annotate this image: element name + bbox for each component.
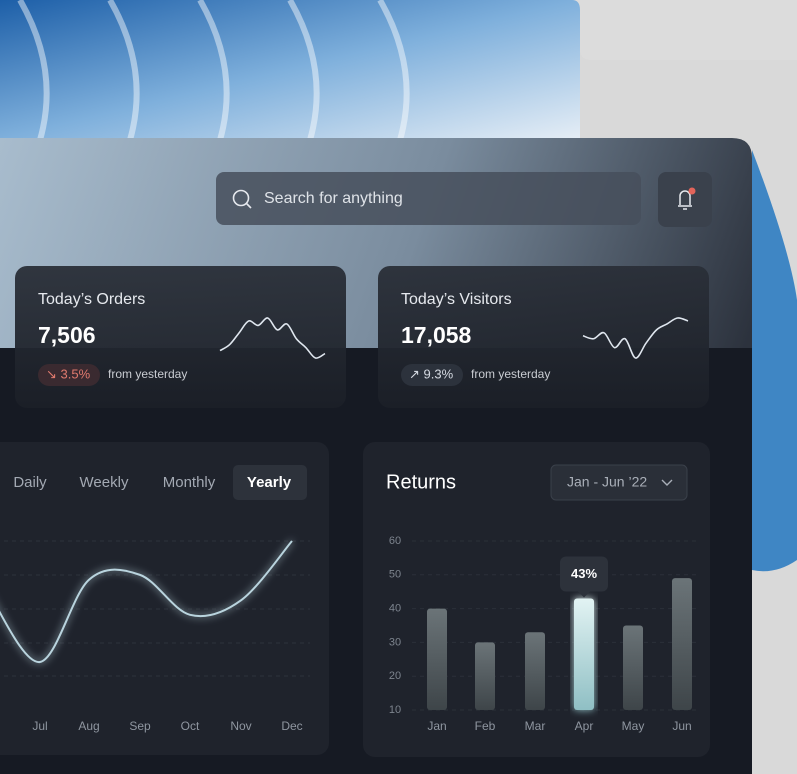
period-tab[interactable]: Monthly (163, 474, 216, 491)
search-icon (232, 189, 250, 207)
x-tick-label: Sep (129, 719, 151, 733)
bar (672, 578, 692, 710)
search-bar[interactable] (216, 172, 641, 225)
change-note: from yesterday (471, 367, 550, 381)
y-tick-label: 40 (389, 603, 401, 615)
notification-dot (688, 187, 696, 195)
tooltip-pointer (578, 591, 590, 598)
photo-edge (752, 150, 797, 572)
bar (475, 642, 495, 710)
x-tick-label: Dec (281, 719, 302, 733)
search-icon (245, 202, 252, 209)
photo (0, 0, 580, 140)
change-pill (401, 364, 463, 386)
search-placeholder: Search for anything (264, 190, 403, 207)
x-tick-label: Feb (475, 719, 496, 733)
change-pill (38, 364, 100, 386)
photo-stripes (17, 0, 410, 141)
y-tick-label: 30 (389, 636, 401, 648)
period-tab[interactable]: Weekly (80, 474, 129, 491)
x-tick-label: Jun (672, 719, 691, 733)
change-note: from yesterday (108, 367, 187, 381)
change-value: ↘ 3.5% (46, 366, 91, 381)
x-tick-label: Jan (427, 719, 446, 733)
tooltip (560, 556, 608, 592)
sales-card (0, 442, 329, 755)
period-tab[interactable]: Daily (13, 474, 47, 491)
card-value: 7,506 (38, 322, 96, 348)
x-tick-label: Apr (575, 719, 594, 733)
x-tick-label: Mar (525, 719, 546, 733)
sparkline (582, 317, 689, 359)
dropdown-chevron (661, 479, 673, 486)
sparkline (219, 317, 326, 359)
returns-title: Returns (386, 471, 456, 493)
change-value: ↗ 9.3% (409, 366, 454, 381)
tab-active[interactable] (233, 465, 307, 500)
y-tick-label: 60 (389, 535, 401, 547)
x-tick-label: Nov (230, 719, 251, 733)
notification-button[interactable] (658, 172, 712, 227)
period-label: Jan - Jun ’22 (567, 474, 647, 490)
card-title: Today’s Visitors (401, 291, 512, 308)
sales-line (0, 540, 293, 663)
bar (427, 608, 447, 710)
sales-chart: DailyWeeklyMonthlyYearlyJunJulAugSepOctN… (0, 465, 310, 733)
bell-icon (678, 190, 692, 210)
y-tick-label: 20 (389, 670, 401, 682)
returns-chart: 10 20 30 40 50 60 Jan Feb Mar Apr 43% May Jun (389, 535, 700, 733)
x-tick-label: Aug (78, 719, 99, 733)
bar (623, 625, 643, 710)
period-tab[interactable]: Yearly (247, 474, 292, 491)
bar (574, 598, 594, 710)
card-title: Today’s Orders (38, 291, 145, 308)
value-label: 43% (571, 566, 597, 581)
y-tick-label: 50 (389, 569, 401, 581)
bar (525, 632, 545, 710)
x-tick-label: Jul (32, 719, 47, 733)
x-tick-label: May (622, 719, 645, 733)
period-dropdown[interactable] (550, 464, 688, 501)
card-value: 17,058 (401, 322, 472, 348)
stat-cards: Today’s Orders 7,506 ↘ 3.5% from yesterday T… (15, 266, 709, 408)
x-tick-label: Oct (181, 719, 200, 733)
y-tick-label: 10 (389, 704, 401, 716)
